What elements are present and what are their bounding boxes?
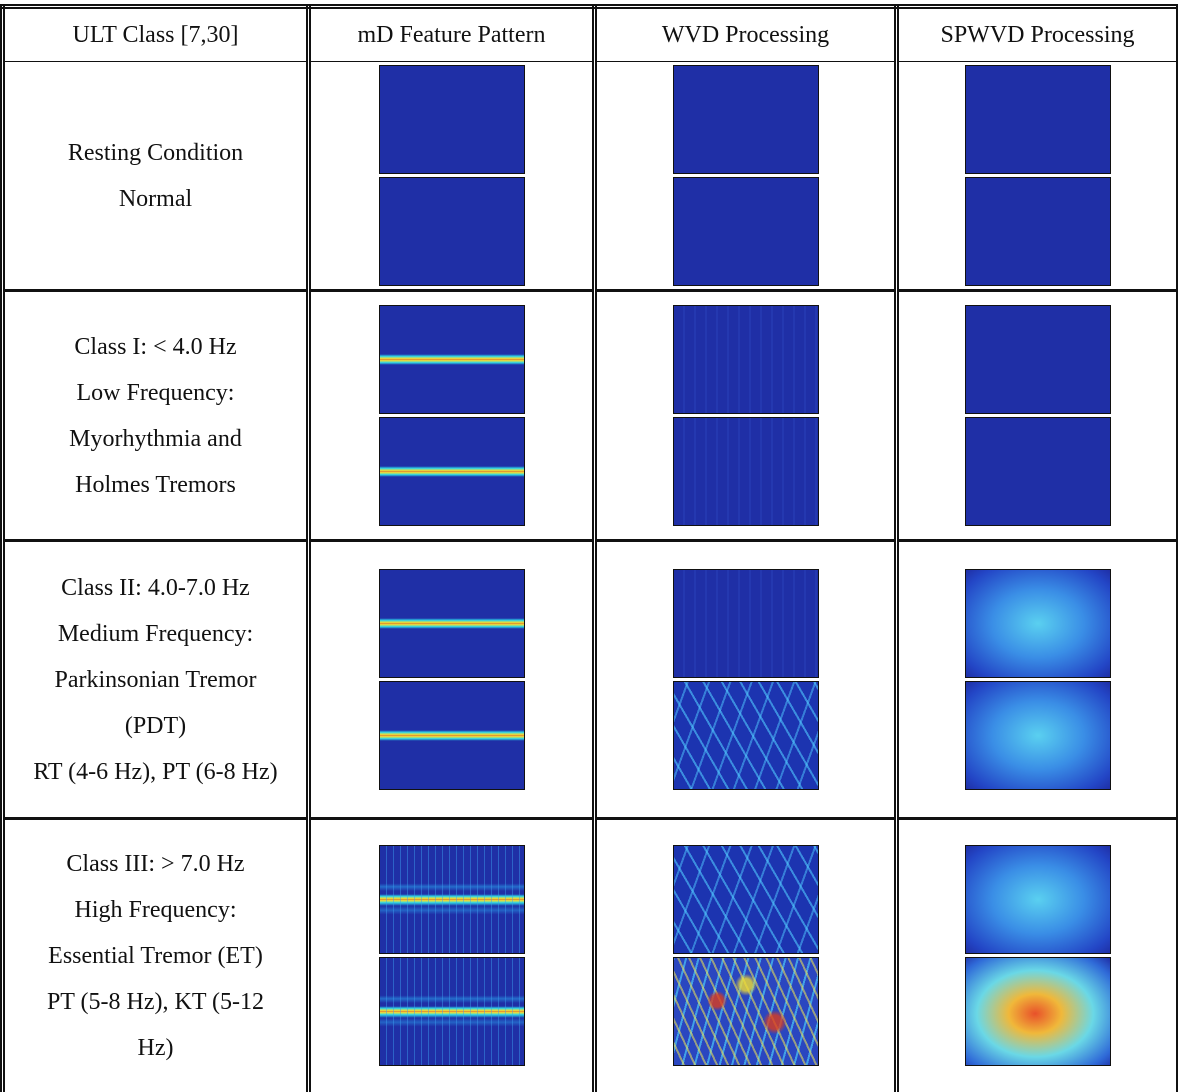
label-line: Parkinsonian Tremor (PDT) xyxy=(31,657,281,749)
label-line: Essential Tremor (ET) xyxy=(31,933,281,979)
image-cell xyxy=(897,291,1178,541)
spectrogram xyxy=(379,681,525,790)
image-cell xyxy=(309,62,595,291)
label-line: Holmes Tremors xyxy=(31,462,281,508)
image-cell xyxy=(595,62,897,291)
spectrogram xyxy=(673,65,819,174)
spectrogram xyxy=(673,569,819,678)
spectrogram xyxy=(673,177,819,286)
header-cell: ULT Class [7,30] xyxy=(3,7,309,62)
spectrogram xyxy=(379,417,525,526)
spectrogram xyxy=(379,305,525,414)
spectrogram xyxy=(673,305,819,414)
image-cell xyxy=(595,541,897,819)
image-cell xyxy=(309,291,595,541)
image-cell xyxy=(309,541,595,819)
spectrogram xyxy=(673,957,819,1066)
spectrogram xyxy=(965,569,1111,678)
spectrogram xyxy=(965,417,1111,526)
spectrogram xyxy=(965,957,1111,1066)
header-cell: WVD Processing xyxy=(595,7,897,62)
image-cell xyxy=(595,291,897,541)
label-line: Normal xyxy=(31,176,281,222)
label-line: Class II: 4.0-7.0 Hz xyxy=(31,565,281,611)
spectrogram xyxy=(379,845,525,954)
spectrogram xyxy=(965,65,1111,174)
spectrogram xyxy=(965,845,1111,954)
header-row: ULT Class [7,30] mD Feature Pattern WVD … xyxy=(3,7,1178,62)
label-line: Class I: < 4.0 Hz xyxy=(31,324,281,370)
spectrogram xyxy=(965,681,1111,790)
label-line: RT (4-6 Hz), PT (6-8 Hz) xyxy=(31,749,281,795)
label-line: High Frequency: xyxy=(31,887,281,933)
spectrogram xyxy=(379,177,525,286)
image-cell xyxy=(309,819,595,1092)
header-cell: SPWVD Processing xyxy=(897,7,1178,62)
label-line: Class III: > 7.0 Hz xyxy=(31,841,281,887)
spectrogram xyxy=(379,569,525,678)
spectrogram xyxy=(965,305,1111,414)
image-cell xyxy=(897,819,1178,1092)
label-line: Myorhythmia and xyxy=(31,416,281,462)
image-cell xyxy=(897,541,1178,819)
spectrogram xyxy=(673,681,819,790)
spectrogram xyxy=(673,417,819,526)
label-line: Resting Condition xyxy=(31,130,281,176)
label-line: Medium Frequency: xyxy=(31,611,281,657)
spectrogram xyxy=(965,177,1111,286)
label-line: PT (5-8 Hz), KT (5-12 Hz) xyxy=(31,979,281,1071)
spectrogram xyxy=(379,65,525,174)
image-cell xyxy=(897,62,1178,291)
page: ULT Class [7,30] mD Feature Pattern WVD … xyxy=(0,0,1178,1091)
header-cell: mD Feature Pattern xyxy=(309,7,595,62)
label-line: Low Frequency: xyxy=(31,370,281,416)
table: ULT Class [7,30] mD Feature Pattern WVD … xyxy=(0,4,1178,1092)
image-cell xyxy=(595,819,897,1092)
spectrogram xyxy=(379,957,525,1066)
spectrogram xyxy=(673,845,819,954)
